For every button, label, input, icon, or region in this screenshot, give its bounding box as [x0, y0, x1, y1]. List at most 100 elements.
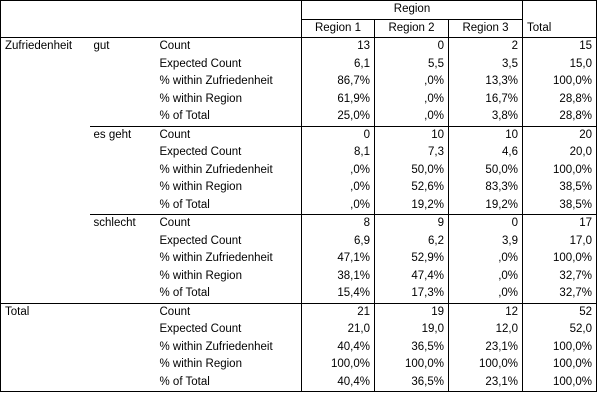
- total-column-header: Total: [522, 0, 597, 38]
- table-row: % of Total 15,4% 17,3% ,0% 32,7%: [1, 285, 597, 304]
- value-cell: 36,5%: [374, 373, 449, 392]
- total-value-cell: 52,0: [522, 321, 597, 339]
- total-value-cell: 15,0: [522, 55, 597, 73]
- value-cell: 40,4%: [301, 373, 375, 392]
- value-cell: 13: [301, 37, 375, 56]
- table-row: % within Zufriedenheit 47,1% 52,9% ,0% 100,0…: [1, 250, 597, 268]
- total-value-cell: 100,0%: [522, 373, 597, 392]
- value-cell: 19,2%: [374, 196, 449, 215]
- table-row: % within Zufriedenheit 40,4% 36,5% 23,1% 100…: [1, 338, 597, 356]
- statistic-label: Expected Count: [155, 55, 302, 73]
- total-value-cell: 28,8%: [522, 108, 597, 127]
- column-header-region-2: Region 2: [374, 18, 449, 38]
- statistic-label: Count: [155, 214, 302, 233]
- table-row: % within Zufriedenheit ,0% 50,0% 50,0% 100,0…: [1, 161, 597, 179]
- value-cell: ,0%: [498, 269, 519, 282]
- table-row: Zufriedenheit gut Count 13 0 2 15: [0, 37, 597, 304]
- value-cell: 19,0: [374, 321, 449, 339]
- statistic-label: Expected Count: [155, 321, 302, 339]
- table-row: es geht Count 0 10 10 20: [1, 125, 597, 215]
- value-cell: 19,2%: [448, 196, 523, 215]
- value-cell: 23,1%: [448, 373, 523, 392]
- table-row: Expected Count 6,9 6,2 3,9 17,0: [1, 232, 597, 250]
- total-value-cell: 32,7%: [522, 285, 597, 304]
- statistic-label: % within Zufriedenheit: [155, 338, 302, 356]
- table-row: % within Region 100,0% 100,0% 100,0% 100,0%: [1, 356, 597, 374]
- value-cell: 100,0%: [301, 356, 375, 374]
- statistic-label: Count: [155, 37, 302, 56]
- total-value-cell: 15: [522, 37, 597, 56]
- table-row: Expected Count 8,1 7,3 4,6 20,0: [1, 144, 597, 162]
- value-cell: ,0%: [498, 252, 519, 264]
- value-cell: 52,9%: [374, 250, 449, 268]
- statistic-label: % within Zufriedenheit: [155, 250, 302, 268]
- total-value-cell: 20,0: [522, 144, 597, 162]
- value-cell: 3,8%: [448, 108, 523, 127]
- statistic-label: % within Zufriedenheit: [155, 161, 302, 179]
- value-cell: 50,0%: [374, 161, 449, 179]
- value-cell: 50,0%: [485, 163, 519, 176]
- statistic-label: Count: [155, 302, 302, 321]
- statistic-label: Expected Count: [155, 144, 302, 162]
- value-cell: 6,1: [301, 55, 375, 73]
- value-cell: 25,0%: [301, 108, 375, 127]
- value-cell: 47,4%: [374, 267, 449, 285]
- total-value-cell: 100,0%: [522, 356, 597, 374]
- category-label: gut: [89, 37, 156, 127]
- table-row: % within Zufriedenheit 86,7% ,0% 13,3% 100,0…: [1, 73, 597, 91]
- table-row: % of Total 40,4% 36,5% 23,1% 100,0%: [1, 373, 597, 392]
- total-value-cell: 20: [522, 125, 597, 144]
- value-cell: 21,0: [301, 321, 375, 339]
- value-cell: ,0%: [301, 196, 375, 215]
- value-cell: 17,3%: [374, 285, 449, 304]
- value-cell: 86,7%: [301, 73, 375, 91]
- value-cell: 16,7%: [485, 92, 519, 105]
- value-cell: 10: [374, 125, 449, 144]
- statistic-label: Count: [155, 125, 302, 144]
- statistic-label: % within Region: [155, 267, 302, 285]
- value-cell: 6,2: [374, 232, 449, 250]
- table-row: Expected Count 21,0 19,0 12,0 52,0: [1, 321, 597, 339]
- column-variable-header: Region: [301, 0, 523, 19]
- value-cell: 8: [301, 214, 375, 233]
- table-row: % within Region 38,1% 47,4% ,0% 32,7%: [1, 267, 597, 285]
- value-cell: ,0%: [374, 108, 449, 127]
- value-cell: ,0%: [301, 179, 375, 197]
- total-value-cell: 38,5%: [522, 179, 597, 197]
- total-value-cell: 100,0%: [522, 73, 597, 91]
- value-cell: 15,4%: [301, 285, 375, 304]
- table-row: % within Region ,0% 52,6% 83,3% 38,5%: [1, 179, 597, 197]
- value-cell: ,0%: [301, 161, 375, 179]
- value-cell: 21: [301, 302, 375, 321]
- value-cell: 36,5%: [374, 338, 449, 356]
- statistic-label: % of Total: [155, 373, 302, 392]
- value-cell: 100,0%: [479, 358, 519, 370]
- value-cell: 3,9: [502, 234, 519, 247]
- crosstab-table: Region Total Region 1 Region 2 Region 3 …: [0, 0, 597, 392]
- header-blank: [0, 0, 90, 19]
- value-cell: 23,1%: [485, 340, 519, 353]
- value-cell: 19: [374, 302, 449, 321]
- value-cell: 13,3%: [485, 75, 519, 87]
- table-row: Expected Count 6,1 5,5 3,5 15,0: [1, 55, 597, 73]
- value-cell: 2: [448, 37, 523, 56]
- value-cell: ,0%: [374, 73, 449, 91]
- value-cell: 9: [374, 214, 449, 233]
- value-cell: 10: [448, 125, 523, 144]
- value-cell: 40,4%: [301, 338, 375, 356]
- statistic-label: % within Region: [155, 356, 302, 374]
- table-row: % within Region 61,9% ,0% 16,7% 28,8%: [1, 90, 597, 108]
- value-cell: 0: [301, 125, 375, 144]
- total-value-cell: 17: [522, 214, 597, 233]
- total-value-cell: 17,0: [522, 232, 597, 250]
- column-header-region-1: Region 1: [301, 18, 375, 38]
- statistic-label: % of Total: [155, 285, 302, 304]
- category-label: schlecht: [89, 214, 156, 304]
- statistic-label: % of Total: [155, 196, 302, 215]
- total-value-cell: 100,0%: [522, 250, 597, 268]
- table-row: schlecht Count 8 9 0 17: [1, 214, 597, 304]
- value-cell: 61,9%: [301, 90, 375, 108]
- value-cell: 5,5: [374, 55, 449, 73]
- total-row-label: Total: [0, 303, 156, 392]
- statistic-label: % within Region: [155, 179, 302, 197]
